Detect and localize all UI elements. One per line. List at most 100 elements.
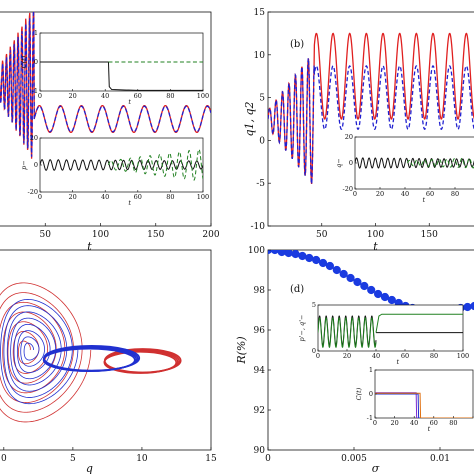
inset-b1-xtick: 40 [401,190,409,198]
panel-c-spiral-0 [0,282,92,423]
inset-d1-ylabel: p'−, q'− [298,315,306,342]
inset-a1-xlabel: t [128,98,131,106]
panel-c-xtick-label: 0 [1,454,7,464]
panel-c-xtick-label: 10 [136,454,148,464]
inset-a1-xtick: 0 [38,92,42,100]
inset-b1-series-1 [407,157,474,169]
panel-c-loop-0 [103,348,182,374]
panel-d-point [325,261,335,271]
inset-d2-series-1 [375,393,473,418]
panel-c-xlabel: q [86,462,93,474]
inset-b1-ytick: -20 [343,185,353,193]
panel-d-ytick-label: 94 [254,366,266,376]
inset-d1-xtick: 80 [430,352,438,360]
panel-a-xtick-label: 50 [40,230,52,240]
panel-d-point [268,250,273,255]
panel-b-ytick-label: 0 [259,136,265,146]
inset-a2-xtick: 20 [68,193,76,201]
inset-b1-xtick: 0 [353,190,357,198]
inset-d2-xtick: 80 [449,419,457,427]
inset-d1-xtick: 20 [343,352,351,360]
panel-a-series-1 [0,12,211,157]
panel-c-xtick-label: 15 [205,454,217,464]
panel-d-point [270,250,279,255]
panel-b-label: (b) [290,39,304,50]
panel-b-xtick-label: 100 [367,230,384,240]
panel-b-xlabel: t [373,240,378,253]
inset-a2-xlabel: t [128,199,131,207]
inset-d2-ytick: 1 [369,366,373,374]
panel-d-ylabel: R(%) [235,336,248,364]
inset-b1-ytick: 20 [345,133,353,141]
inset-a1-ytick: 1 [34,29,38,37]
panel-b-series-1 [268,58,474,185]
inset-d1-xtick: 60 [401,352,409,360]
inset-a1-series-0 [40,61,203,91]
inset-a1-xtick: 60 [134,92,142,100]
panel-d-ytick-label: 92 [254,406,265,416]
panel-b-ylabel: q1, q2 [243,101,256,136]
panel-d-point [284,250,293,258]
inset-d1-xtick: 100 [457,352,469,360]
panel-d-ytick-label: 90 [254,446,266,456]
panel-d-point [312,255,321,265]
panel-d-ytick-label: 100 [248,246,265,256]
panel-d-xtick-label: 0.005 [341,454,367,464]
panel-d-point [470,301,474,311]
inset-d2-ytick: 0 [369,390,373,398]
panel-b-ytick-label: 10 [254,51,266,61]
inset-b1-xtick: 80 [451,190,459,198]
inset-d1-xtick: 0 [316,352,320,360]
panel-b-ytick-label: -5 [256,179,265,189]
panel-d-xlabel: σ [372,462,380,474]
inset-d1-series-1 [318,317,377,349]
inset-b1-xtick: 60 [426,190,434,198]
panel-b-series-0 [268,32,474,185]
inset-d2-ylabel: C(t) [355,387,363,400]
panel-d-point [318,258,328,268]
panel-b-xtick-label: 50 [316,230,328,240]
inset-a2-series-0 [40,159,203,171]
inset-d2-xtick: 20 [390,419,398,427]
inset-a1-xtick: 40 [101,92,109,100]
panel-d-point [367,285,376,295]
panel-d-point [291,250,300,259]
inset-d2-xtick: 0 [373,419,377,427]
inset-d1-frame [317,304,464,352]
panel-a-xtick-label: 100 [92,230,109,240]
inset-a2-ytick: 20 [30,134,38,142]
inset-b1-ytick: 0 [349,159,353,167]
inset-d2-xtick: 40 [410,419,418,427]
panel-d-xtick-label: 0 [265,454,271,464]
panel-d-ytick-label: 96 [254,326,266,336]
panel-d-point [277,250,286,257]
inset-d1-ytick: 5 [312,301,316,309]
panel-d-point [387,295,396,305]
inset-a2-xtick: 0 [38,193,42,201]
panel-d-point [339,269,348,279]
inset-b1-xlabel: t [422,196,425,204]
inset-d1-xtick: 40 [372,352,380,360]
inset-a1-ylabel: C(t) [20,55,28,68]
panel-a-xlabel: t [87,240,92,253]
inset-d2-series-2 [375,392,473,418]
panel-d-point [298,251,307,261]
panel-b-ytick-label: 15 [254,8,266,18]
inset-a2-series-1 [107,148,203,181]
inset-d1-xlabel: t [396,358,399,366]
inset-a2-xtick: 100 [197,193,209,201]
inset-a2-ylabel: p− [20,160,28,170]
panel-b-ytick-label: -10 [251,222,266,232]
panel-d-point [346,273,355,283]
inset-d2-ytick: -1 [367,414,373,422]
panel-d-xtick-label: 0.01 [430,454,450,464]
panel-a-xtick-label: 200 [202,230,219,240]
panel-d-point [305,253,314,263]
panel-d-point [353,277,362,287]
inset-a2-xtick: 80 [166,193,174,201]
inset-d2-xlabel: t [428,425,431,433]
inset-b1-ylabel: q− [335,158,343,168]
inset-a1-xtick: 20 [68,92,76,100]
inset-a1-ytick: 0 [34,58,38,66]
